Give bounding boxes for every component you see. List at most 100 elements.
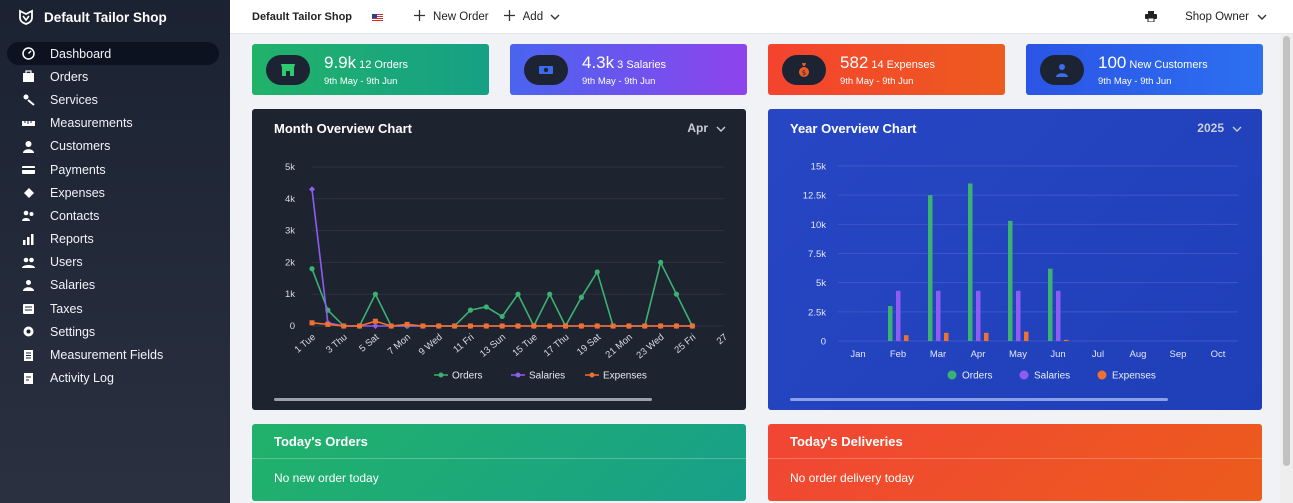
sidebar-item-taxes[interactable]: Taxes (7, 297, 219, 320)
sidebar-item-label: Reports (50, 232, 94, 247)
expenses-icon (21, 186, 36, 199)
y-tick-label: 1k (285, 289, 295, 300)
data-point-orders (547, 291, 553, 297)
sidebar-item-payments[interactable]: Payments (7, 158, 219, 181)
sidebar-item-salaries[interactable]: Salaries (7, 274, 219, 297)
data-point-orders (372, 291, 378, 297)
y-tick-label: 10k (811, 220, 827, 231)
stat-label: New Customers (1129, 58, 1208, 71)
bar-expenses (904, 335, 909, 341)
sidebar-item-measurements[interactable]: Measurements (7, 112, 219, 135)
contacts-icon (21, 209, 36, 222)
sidebar-item-settings[interactable]: Settings (7, 320, 219, 343)
todays-deliveries-title: Today's Deliveries (768, 424, 1262, 459)
data-point-orders (515, 291, 521, 297)
sidebar-item-measurement-fields[interactable]: Measurement Fields (7, 343, 219, 366)
plus-icon (503, 9, 516, 25)
x-tick-label: 5 Sat (357, 332, 381, 355)
data-point-expenses (547, 323, 553, 329)
x-tick-label: 15 Tue (510, 332, 539, 359)
y-tick-label: 7.5k (808, 249, 826, 260)
sidebar-item-reports[interactable]: Reports (7, 228, 219, 251)
stat-label: 12 Orders (359, 58, 409, 71)
bar-orders (1048, 268, 1053, 341)
shop-name[interactable]: Default Tailor Shop (252, 10, 353, 23)
year-chart-scrollbar[interactable] (790, 398, 1168, 401)
y-tick-label: 0 (290, 321, 295, 332)
sidebar-item-customers[interactable]: Customers (7, 135, 219, 158)
y-tick-label: 3k (285, 226, 295, 237)
us-flag-icon[interactable] (372, 13, 384, 22)
bar-expenses (984, 332, 989, 341)
user-menu[interactable]: Shop Owner (1185, 11, 1267, 23)
year-overview-panel: 0 2.5k 5k 7.5k 10k 12.5k 15k Jan Feb Mar Apr May Jun… (768, 109, 1262, 410)
scroll-thumb[interactable] (1283, 36, 1290, 466)
sidebar-item-label: Orders (50, 69, 89, 84)
brand[interactable]: Default Tailor Shop (0, 0, 230, 34)
x-tick-label: Apr (971, 349, 986, 360)
sidebar-item-orders[interactable]: Orders (7, 65, 219, 88)
data-point-salaries (309, 186, 315, 193)
page-scrollbar[interactable] (1280, 34, 1293, 503)
stat-value: 4.3k (582, 52, 615, 72)
sidebar-item-activity-log[interactable]: Activity Log (7, 367, 219, 390)
year-overview-chart: 0 2.5k 5k 7.5k 10k 12.5k 15k Jan Feb Mar Apr May Jun… (803, 162, 1238, 382)
stat-card-salaries[interactable]: 4.3k 3 Salaries 9th May - 9th Jun (510, 44, 747, 95)
month-select[interactable]: Apr (687, 121, 726, 135)
legend-label: Expenses (603, 371, 647, 382)
orders-icon (21, 70, 36, 83)
bar-expenses (944, 332, 949, 341)
y-tick-label: 2.5k (808, 307, 826, 318)
sidebar-item-services[interactable]: Services (7, 88, 219, 111)
x-tick-label: Jul (1092, 349, 1104, 360)
add-dropdown[interactable]: Add (503, 9, 560, 25)
new-order-button[interactable]: New Order (413, 9, 489, 25)
month-overview-panel: 0 1k 2k 3k 4k 5k 1 Tue 3 Thu 5 Sat 7 Mon 9 Wed 11 F… (252, 109, 746, 410)
bar-salaries (936, 290, 941, 341)
bar-expenses (1024, 331, 1029, 341)
x-tick-label: 1 Tue (293, 332, 318, 356)
taxes-icon (21, 302, 36, 315)
data-point-orders (483, 304, 489, 310)
sidebar: Default Tailor Shop Dashboard Orders Servi… (0, 0, 230, 503)
sidebar-item-dashboard[interactable]: Dashboard (7, 42, 219, 66)
stat-card-orders[interactable]: 9.9k 12 Orders 9th May - 9th Jun (252, 44, 489, 95)
x-tick-label: 11 Fri (451, 332, 476, 356)
sidebar-item-label: Expenses (50, 185, 105, 200)
sidebar-item-expenses[interactable]: Expenses (7, 181, 219, 204)
users-icon (21, 256, 36, 269)
sidebar-item-label: Activity Log (50, 371, 114, 386)
stat-value: 9.9k (324, 52, 357, 72)
customers-icon (21, 140, 36, 153)
legend-dot (1019, 370, 1029, 380)
data-point-expenses (388, 323, 394, 329)
reports-icon (21, 233, 36, 246)
month-select-value: Apr (687, 121, 708, 135)
bar-salaries (1016, 290, 1021, 341)
year-select[interactable]: 2025 (1197, 121, 1242, 135)
y-tick-label: 5k (816, 278, 826, 289)
data-point-salaries (372, 323, 379, 329)
measurements-icon (21, 117, 36, 130)
bar-orders (968, 183, 973, 341)
x-tick-label: 7 Mon (386, 332, 413, 357)
shop-icon (266, 54, 310, 85)
user-icon (1040, 54, 1084, 85)
printer-icon[interactable] (1145, 11, 1157, 25)
month-chart-scrollbar[interactable] (274, 398, 652, 401)
sidebar-item-contacts[interactable]: Contacts (7, 204, 219, 227)
todays-orders-title: Today's Orders (252, 424, 746, 459)
x-tick-label: Jun (1050, 349, 1065, 360)
stat-card-expenses[interactable]: $ 582 14 Expenses 9th May - 9th Jun (768, 44, 1005, 95)
sidebar-item-label: Settings (50, 324, 96, 339)
sidebar-item-label: Taxes (50, 301, 83, 316)
stat-card-customers[interactable]: 100 New Customers 9th May - 9th Jun (1026, 44, 1263, 95)
todays-orders-panel: Today's Orders No new order today (252, 424, 746, 501)
x-tick-label: Mar (930, 349, 946, 360)
data-point-orders (594, 269, 600, 275)
sidebar-item-users[interactable]: Users (7, 251, 219, 274)
data-point-expenses (499, 323, 505, 329)
payments-icon (21, 163, 36, 176)
month-overview-chart: 0 1k 2k 3k 4k 5k 1 Tue 3 Thu 5 Sat 7 Mon 9 Wed 11 F… (285, 162, 730, 382)
data-point-expenses (357, 323, 363, 329)
